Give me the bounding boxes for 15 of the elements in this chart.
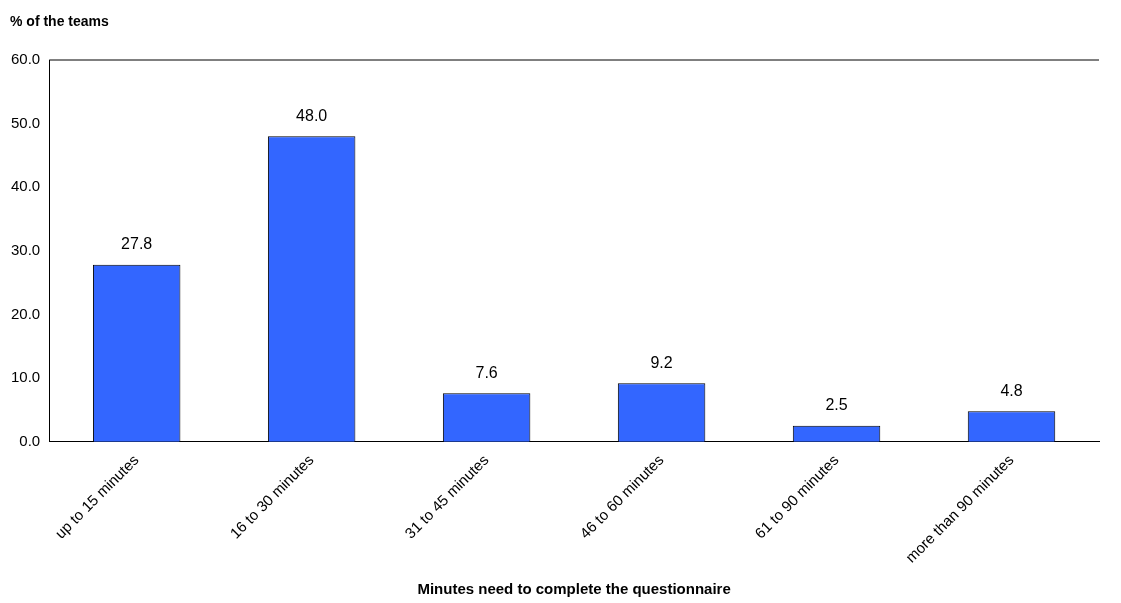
y-tick-label: 20.0 xyxy=(10,304,41,322)
y-axis-title: % of the teams xyxy=(10,12,110,29)
y-tick-label: 40.0 xyxy=(10,177,41,195)
data-label: 48.0 xyxy=(296,106,328,124)
y-tick-label: 30.0 xyxy=(10,240,41,258)
data-label: 27.8 xyxy=(121,235,153,253)
data-label: 9.2 xyxy=(650,353,673,371)
y-tick-label: 10.0 xyxy=(10,368,41,386)
y-tick-label: 50.0 xyxy=(10,113,41,131)
data-label: 7.6 xyxy=(475,363,498,381)
data-label: 2.5 xyxy=(825,396,848,414)
x-axis-title: Minutes need to complete the questionnaire xyxy=(417,580,731,598)
y-tick-label: 60.0 xyxy=(10,50,41,68)
y-tick-label: 0.0 xyxy=(19,431,41,449)
data-label: 4.8 xyxy=(1000,381,1023,399)
